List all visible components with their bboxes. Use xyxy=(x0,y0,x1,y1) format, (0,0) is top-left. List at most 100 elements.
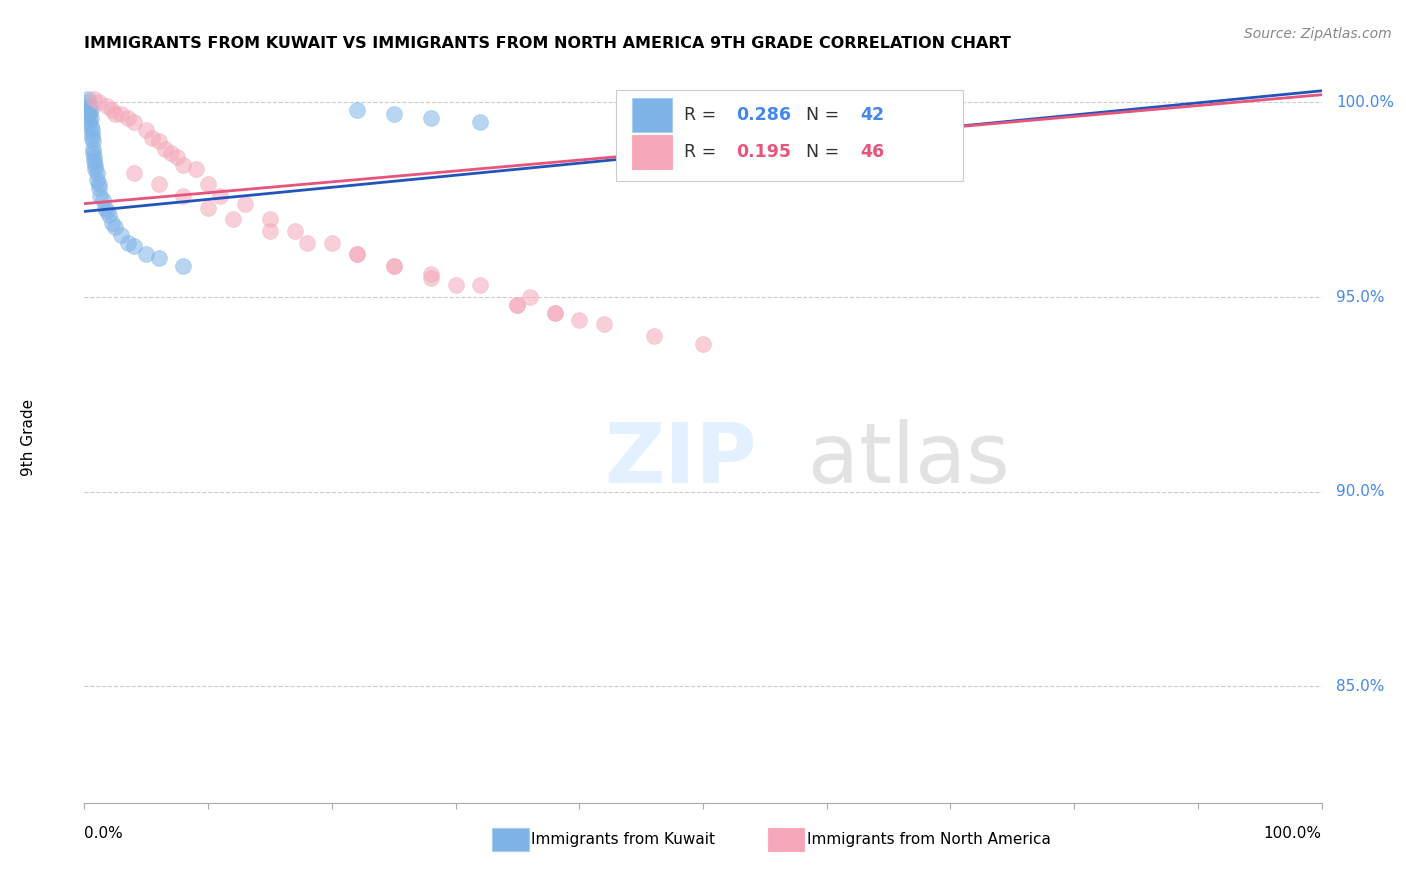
Point xyxy=(79,115,101,129)
Point xyxy=(346,247,368,261)
Point xyxy=(82,146,104,161)
Point xyxy=(692,336,714,351)
Point xyxy=(172,158,194,172)
Point xyxy=(84,161,107,176)
Point xyxy=(82,142,104,156)
Point xyxy=(80,130,103,145)
Point xyxy=(543,305,565,319)
Point xyxy=(197,177,219,191)
Point xyxy=(79,103,101,118)
Point xyxy=(419,111,441,125)
Point xyxy=(172,189,194,203)
Point xyxy=(96,99,118,113)
Point xyxy=(79,111,101,125)
FancyBboxPatch shape xyxy=(616,90,963,181)
Text: 90.0%: 90.0% xyxy=(1337,484,1385,499)
Point xyxy=(259,212,281,227)
Point xyxy=(148,251,170,265)
Point xyxy=(382,259,405,273)
Point xyxy=(110,107,132,121)
Point xyxy=(346,103,368,118)
Point xyxy=(259,224,281,238)
Point xyxy=(80,127,103,141)
Text: atlas: atlas xyxy=(808,418,1010,500)
Point xyxy=(382,259,405,273)
Point xyxy=(122,239,145,253)
Point xyxy=(79,119,101,133)
Point xyxy=(444,278,467,293)
Point xyxy=(209,189,232,203)
Point xyxy=(160,146,183,161)
Point xyxy=(80,122,103,136)
Text: 42: 42 xyxy=(860,106,884,124)
Point xyxy=(172,259,194,273)
Text: Source: ZipAtlas.com: Source: ZipAtlas.com xyxy=(1244,27,1392,41)
Point xyxy=(79,103,101,118)
Point xyxy=(110,227,132,242)
Point xyxy=(643,329,665,343)
Point xyxy=(506,298,529,312)
Text: 9th Grade: 9th Grade xyxy=(21,399,37,475)
Point xyxy=(419,270,441,285)
Point xyxy=(79,111,101,125)
Point xyxy=(321,235,343,250)
Text: ZIP: ZIP xyxy=(605,418,756,500)
Text: Immigrants from North America: Immigrants from North America xyxy=(807,832,1050,847)
Point xyxy=(135,247,157,261)
Point xyxy=(184,161,207,176)
Text: IMMIGRANTS FROM KUWAIT VS IMMIGRANTS FROM NORTH AMERICA 9TH GRADE CORRELATION CH: IMMIGRANTS FROM KUWAIT VS IMMIGRANTS FRO… xyxy=(84,36,1011,51)
Text: 46: 46 xyxy=(860,143,884,161)
Point xyxy=(96,204,118,219)
Point xyxy=(122,165,145,179)
Point xyxy=(284,224,307,238)
Point xyxy=(506,298,529,312)
Text: R =: R = xyxy=(685,143,723,161)
Text: 0.195: 0.195 xyxy=(737,143,792,161)
Point xyxy=(84,158,107,172)
FancyBboxPatch shape xyxy=(633,98,672,132)
Point xyxy=(83,150,105,164)
Point xyxy=(82,135,104,149)
Point xyxy=(89,95,111,110)
Text: N =: N = xyxy=(806,143,845,161)
Point xyxy=(83,92,105,106)
Text: 100.0%: 100.0% xyxy=(1337,95,1395,110)
Point xyxy=(117,111,139,125)
Point xyxy=(148,177,170,191)
Text: 0.0%: 0.0% xyxy=(84,826,124,841)
Text: N =: N = xyxy=(806,106,845,124)
Point xyxy=(135,122,157,136)
Point xyxy=(543,305,565,319)
Point xyxy=(233,196,256,211)
Point xyxy=(419,267,441,281)
Point xyxy=(593,318,616,332)
Point xyxy=(77,99,100,113)
Text: 85.0%: 85.0% xyxy=(1337,679,1385,694)
Point xyxy=(86,173,108,187)
Point xyxy=(83,153,105,168)
Point xyxy=(77,92,100,106)
Point xyxy=(86,165,108,179)
Point xyxy=(91,193,114,207)
Point xyxy=(89,189,111,203)
Point xyxy=(470,278,492,293)
Point xyxy=(148,135,170,149)
Point xyxy=(117,235,139,250)
Point xyxy=(79,99,101,113)
Point xyxy=(519,290,541,304)
Text: 0.286: 0.286 xyxy=(737,106,792,124)
Point xyxy=(295,235,318,250)
Point xyxy=(79,107,101,121)
Point xyxy=(346,247,368,261)
Point xyxy=(104,107,127,121)
Point xyxy=(98,208,121,222)
Point xyxy=(94,201,117,215)
Point xyxy=(470,115,492,129)
Point xyxy=(382,107,405,121)
Point xyxy=(222,212,245,227)
Point xyxy=(100,216,122,230)
Point xyxy=(89,181,111,195)
Point xyxy=(153,142,176,156)
Point xyxy=(568,313,591,327)
Text: Immigrants from Kuwait: Immigrants from Kuwait xyxy=(531,832,716,847)
